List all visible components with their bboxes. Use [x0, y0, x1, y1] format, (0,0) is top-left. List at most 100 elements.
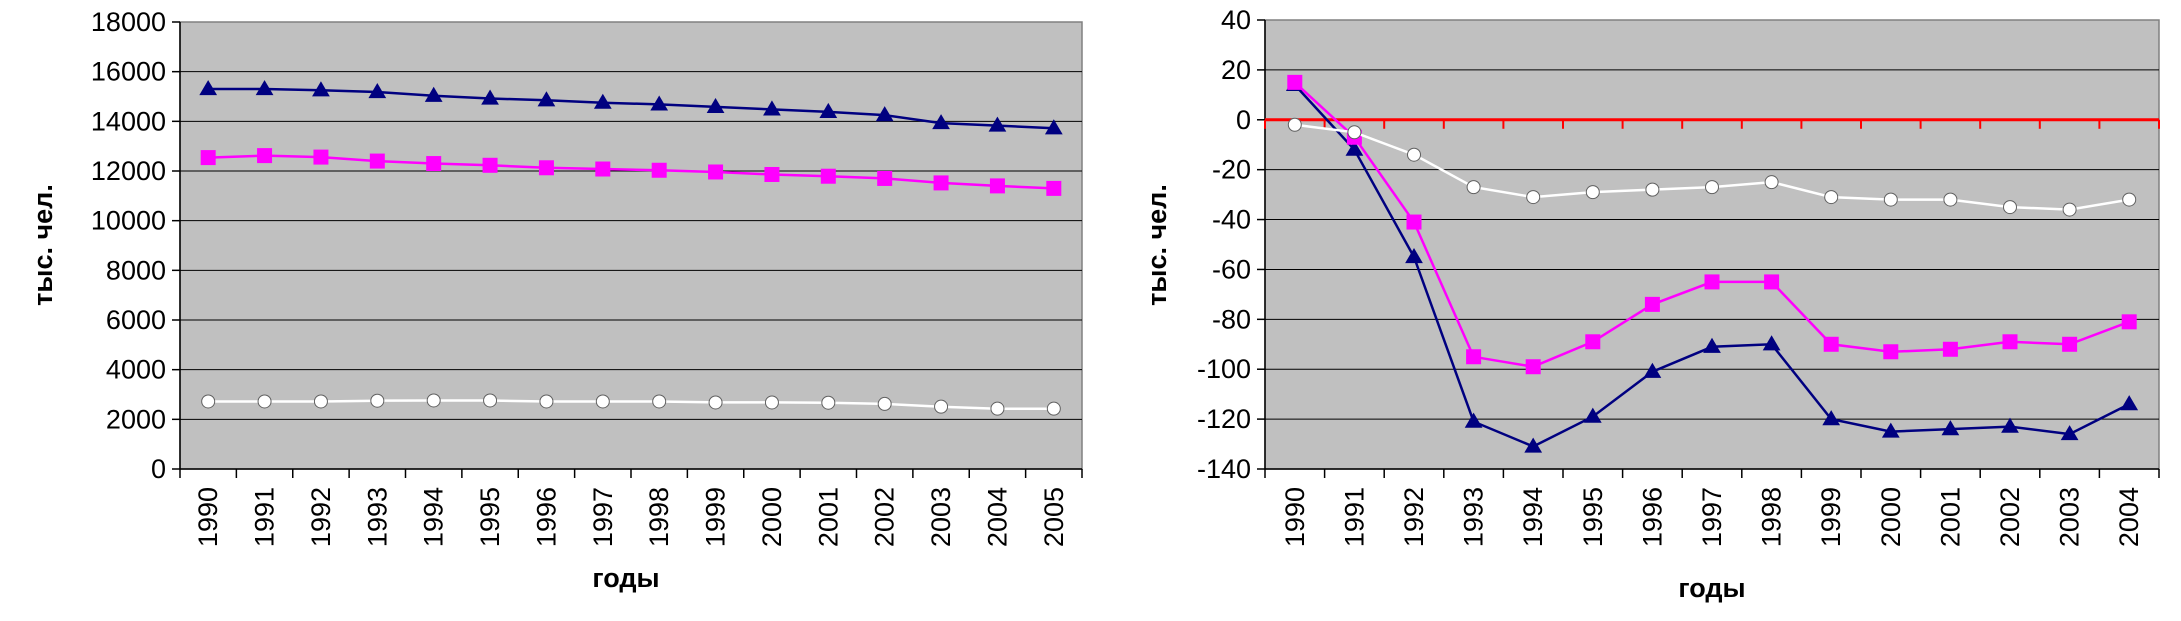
data-point-triangle: [368, 83, 387, 99]
series-dark-blue: [1285, 75, 2139, 453]
y-tick-label: -140: [1197, 454, 1251, 484]
y-tick-label: -100: [1197, 354, 1251, 384]
data-point-square: [1883, 344, 1899, 360]
data-point-square: [989, 178, 1005, 194]
data-point-square: [1585, 334, 1601, 350]
x-tick-label: 1995: [1578, 487, 1608, 547]
x-tick-label: 2002: [1995, 487, 2025, 547]
data-point-triangle: [593, 93, 612, 109]
y-tick-label: 16000: [91, 57, 166, 87]
data-point-circle: [1407, 147, 1421, 162]
data-point-triangle: [1822, 410, 1841, 426]
data-point-circle: [483, 393, 498, 408]
x-tick-label: 1998: [644, 487, 674, 547]
y-tick-label: 10000: [91, 206, 166, 236]
x-tick-label: 2001: [813, 487, 843, 547]
data-point-circle: [1466, 180, 1481, 195]
x-tick-label: 1992: [306, 487, 336, 547]
data-point-circle: [1824, 190, 1839, 205]
data-point-square: [538, 160, 554, 176]
data-point-square: [1764, 274, 1780, 290]
x-tick-label: 1997: [1697, 487, 1727, 547]
x-tick-label: 2003: [2055, 487, 2085, 547]
data-point-triangle: [2120, 395, 2139, 411]
data-point-circle: [2003, 200, 2017, 215]
x-tick-label: 1991: [1339, 487, 1369, 547]
data-point-circle: [934, 399, 949, 414]
data-point-triangle: [1524, 437, 1543, 453]
y-tick-label: -80: [1212, 304, 1251, 334]
x-tick-label: 2004: [2114, 487, 2144, 547]
data-point-circle: [764, 395, 779, 410]
y-tick-label: 20: [1221, 55, 1251, 85]
y-tick-label: -40: [1212, 205, 1251, 235]
x-tick-label: 2004: [982, 487, 1012, 547]
data-point-square: [313, 149, 329, 165]
data-point-circle: [652, 394, 667, 409]
data-point-triangle: [1405, 247, 1423, 264]
y-tick-label: 40: [1221, 5, 1251, 35]
series-white: [1287, 117, 2137, 217]
data-point-triangle: [1643, 362, 1662, 378]
x-tick-label: 1994: [1518, 487, 1548, 547]
y-tick-label: 6000: [106, 305, 166, 335]
data-point-square: [426, 156, 442, 172]
data-point-circle: [1764, 175, 1779, 190]
y-tick-label: -60: [1212, 254, 1251, 284]
data-point-square: [1525, 359, 1541, 375]
x-tick-label: 1990: [193, 487, 223, 547]
data-point-triangle: [875, 106, 894, 122]
y-tick-label: 18000: [91, 7, 166, 37]
data-point-triangle: [1762, 335, 1781, 351]
x-tick-label: 2001: [1935, 487, 1965, 547]
y-tick-label: 2000: [106, 404, 166, 434]
data-point-circle: [1585, 185, 1600, 200]
data-point-square: [1466, 349, 1482, 365]
data-point-square: [1704, 274, 1720, 290]
data-point-triangle: [1703, 337, 1721, 353]
data-point-circle: [257, 394, 272, 409]
y-tick-label: 4000: [106, 355, 166, 385]
plot-area: [179, 21, 1083, 470]
x-tick-label: 1996: [531, 487, 561, 547]
x-tick-label: 2003: [926, 487, 956, 547]
data-point-circle: [1645, 182, 1660, 197]
series-dark-blue: [199, 80, 1063, 135]
x-tick-label: 1994: [419, 487, 449, 547]
data-point-triangle: [1583, 407, 1602, 423]
data-point-triangle: [537, 91, 556, 107]
data-point-square: [2121, 314, 2137, 330]
x-tick-label: 1998: [1757, 487, 1787, 547]
y-tick-label: 14000: [91, 106, 166, 136]
data-point-square: [595, 161, 611, 177]
data-point-square: [1823, 336, 1839, 352]
data-point-triangle: [819, 102, 838, 118]
series-line: [208, 154, 1054, 190]
x-tick-label: 1993: [362, 487, 392, 547]
y-tick-label: -120: [1197, 404, 1251, 434]
x-tick-label: 1997: [588, 487, 618, 547]
x-tick-label: 1995: [475, 487, 505, 547]
data-point-square: [708, 164, 724, 180]
series-line: [208, 399, 1054, 410]
x-tick-label: 1996: [1637, 487, 1667, 547]
data-point-square: [933, 175, 949, 191]
data-point-square: [1287, 74, 1303, 90]
data-point-triangle: [199, 80, 218, 96]
data-point-circle: [1046, 401, 1061, 416]
data-point-circle: [1883, 192, 1898, 207]
x-tick-label: 1999: [701, 487, 731, 547]
data-point-square: [1942, 341, 1958, 357]
data-point-circle: [313, 394, 328, 409]
data-point-square: [877, 170, 893, 186]
data-point-triangle: [255, 80, 274, 96]
series-white: [201, 393, 1061, 416]
data-point-square: [1644, 296, 1660, 312]
data-point-square: [2002, 334, 2018, 350]
data-point-circle: [595, 394, 610, 409]
x-tick-label: 1991: [250, 487, 280, 547]
y-tick-label: -20: [1212, 155, 1251, 185]
data-point-triangle: [2001, 417, 2019, 433]
x-tick-label: 1990: [1280, 487, 1310, 547]
